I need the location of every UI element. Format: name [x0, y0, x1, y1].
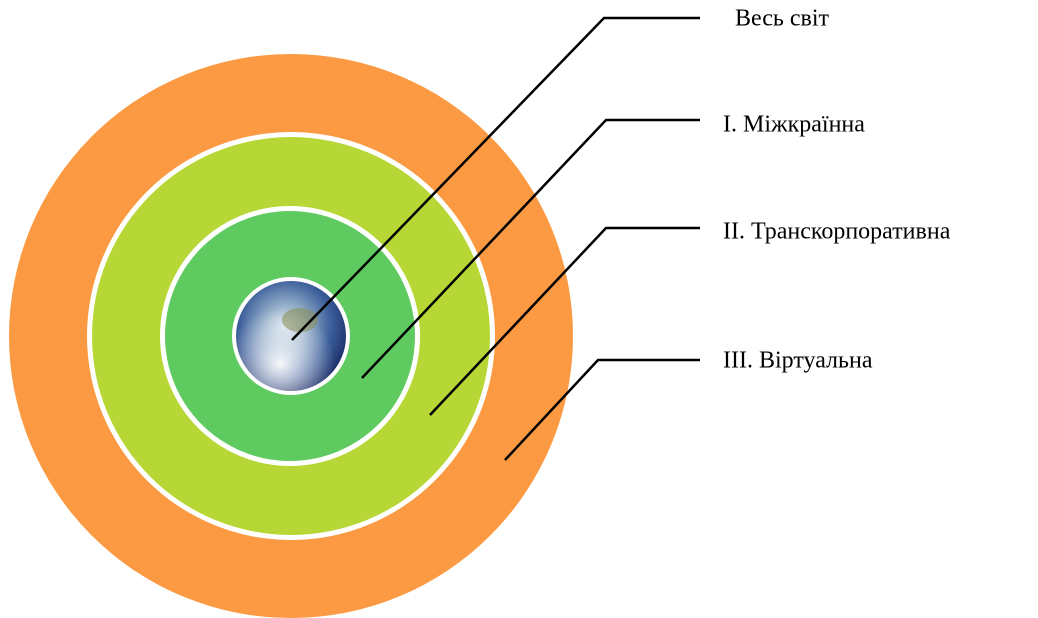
label: I. Міжкраїнна — [723, 112, 865, 138]
leader-line — [291, 16, 700, 341]
label: Весь світ — [735, 6, 830, 32]
leader-line — [504, 358, 700, 461]
leader-line — [429, 226, 700, 416]
leader-line — [361, 118, 700, 379]
earth-clouds — [236, 281, 346, 391]
earth-land — [282, 308, 318, 332]
label: II. Транскорпоративна — [723, 219, 951, 245]
label: III. Віртуальна — [723, 348, 873, 374]
